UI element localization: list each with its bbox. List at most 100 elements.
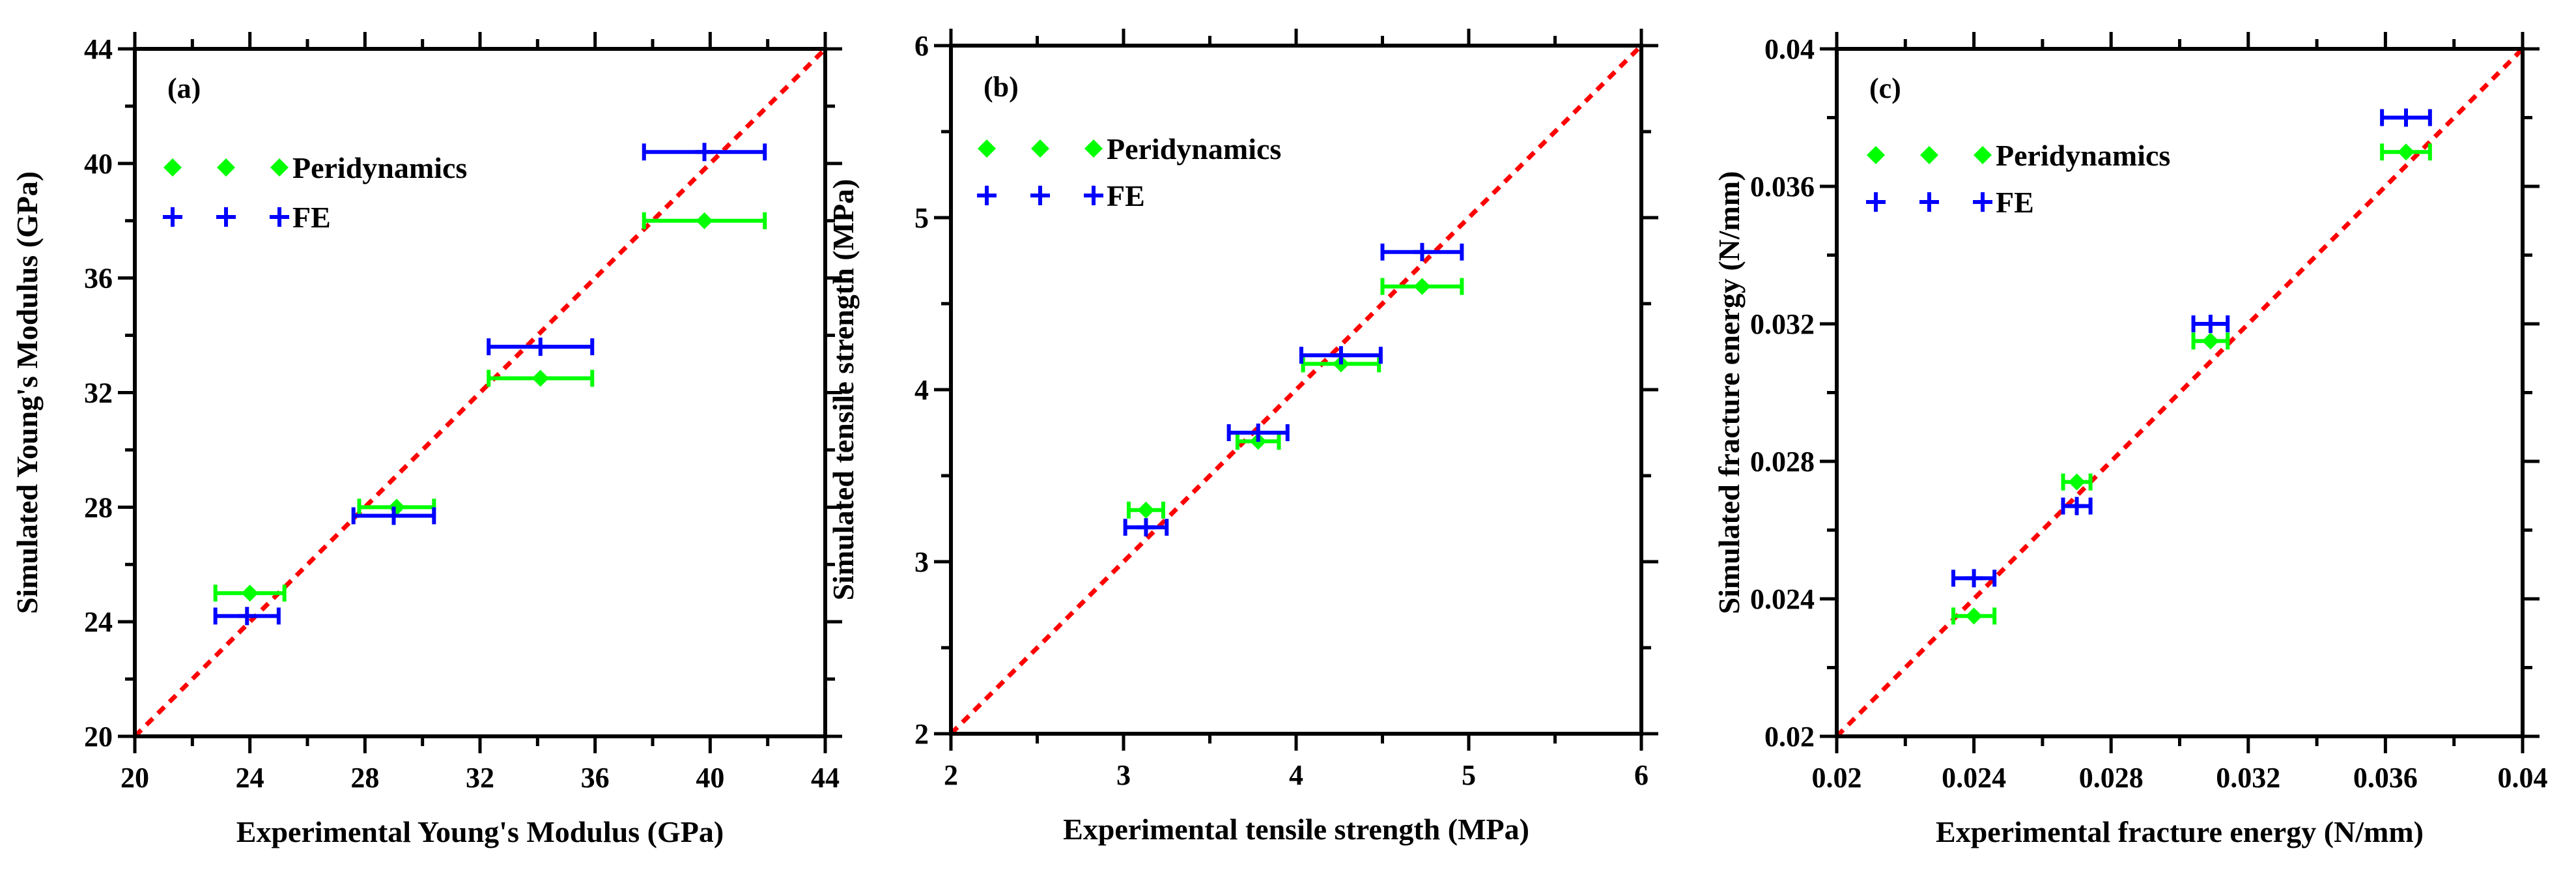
legend-plus-marker xyxy=(1919,192,1939,212)
y-tick-label: 28 xyxy=(84,491,113,523)
tick-marks xyxy=(1820,32,2540,753)
legend-plus-marker xyxy=(1084,186,1103,205)
legend-peridynamics-label: Peridynamics xyxy=(292,151,467,184)
x-tick-labels: 2 3 4 5 6 xyxy=(944,759,1649,791)
legend-diamond-marker xyxy=(1031,139,1049,158)
x-tick-label: 3 xyxy=(1116,759,1131,791)
y-tick-label: 0.02 xyxy=(1764,721,1815,753)
x-tick-label: 36 xyxy=(581,762,610,794)
peridynamics-point xyxy=(1965,607,1983,625)
data-marks xyxy=(1951,108,2432,625)
x-tick-label: 44 xyxy=(811,762,840,794)
legend-diamond-marker xyxy=(163,158,182,177)
y-axis-title: Simulated Young's Modulus (GPa) xyxy=(10,171,44,614)
legend-diamond-marker xyxy=(1974,146,1992,164)
y-tick-labels: 2 3 4 5 6 xyxy=(914,30,929,750)
y-axis-title: Simulated tensile strength (MPa) xyxy=(827,179,860,601)
legend-fe-symbols xyxy=(163,207,289,227)
legend: Peridynamics FE xyxy=(163,151,467,234)
legend-plus-marker xyxy=(1030,186,1050,205)
x-tick-label: 4 xyxy=(1289,759,1303,791)
x-tick-labels: 0.02 0.024 0.028 0.032 0.036 0.04 xyxy=(1812,762,2548,794)
peridynamics-point xyxy=(531,369,549,387)
y-tick-label: 44 xyxy=(84,33,113,65)
y-tick-labels: 0.02 0.024 0.028 0.032 0.036 0.04 xyxy=(1750,33,1815,753)
peridynamics-point xyxy=(2397,143,2414,161)
legend: Peridynamics FE xyxy=(1866,139,2170,219)
y-tick-label: 4 xyxy=(914,374,929,406)
legend: Peridynamics FE xyxy=(977,132,1281,212)
legend-fe-label: FE xyxy=(1996,186,2034,219)
x-tick-label: 2 xyxy=(944,759,958,791)
peridynamics-point xyxy=(1413,278,1431,295)
panel-label: (a) xyxy=(167,72,201,104)
y-tick-label: 24 xyxy=(84,606,113,638)
x-axis-title: Experimental tensile strength (MPa) xyxy=(1063,813,1529,846)
x-tick-label: 0.036 xyxy=(2353,762,2418,794)
plot-frame xyxy=(133,47,827,738)
peridynamics-point xyxy=(241,585,259,602)
y-tick-label: 40 xyxy=(84,148,113,180)
panel-a: 20 24 28 32 36 40 44 20 24 28 32 36 40 44 (a) Experi… xyxy=(10,32,842,848)
legend-plus-marker xyxy=(216,207,236,227)
legend-peridynamics-label: Peridynamics xyxy=(1996,139,2170,172)
fe-point xyxy=(2067,497,2086,515)
plot-frame xyxy=(949,44,1643,736)
ideal-fit-line xyxy=(949,44,1643,736)
y-tick-label: 20 xyxy=(84,721,113,753)
legend-diamond-marker xyxy=(1867,146,1885,164)
data-marks xyxy=(213,143,767,626)
y-tick-label: 5 xyxy=(914,202,929,234)
peridynamics-point xyxy=(1137,501,1155,519)
y-tick-label: 0.028 xyxy=(1750,446,1815,478)
y-tick-label: 2 xyxy=(914,718,929,750)
legend-diamond-marker xyxy=(1920,146,1938,164)
panel-label: (c) xyxy=(1869,72,1901,104)
x-tick-label: 32 xyxy=(466,762,494,794)
legend-plus-marker xyxy=(270,207,289,227)
tick-marks xyxy=(934,29,1658,751)
legend-peridynamics-label: Peridynamics xyxy=(1107,132,1281,166)
x-tick-label: 5 xyxy=(1462,759,1476,791)
fe-point xyxy=(238,607,257,626)
panel-c: 0.02 0.024 0.028 0.032 0.036 0.04 0.020.0240.… xyxy=(1712,32,2548,848)
peridynamics-point xyxy=(696,212,713,229)
x-axis-title: Experimental Young's Modulus (GPa) xyxy=(236,815,724,848)
y-tick-label: 32 xyxy=(84,377,113,409)
legend-peridynamics-symbols xyxy=(163,158,289,177)
legend-fe-symbols xyxy=(1866,192,1992,212)
fe-point xyxy=(695,143,714,162)
peridynamics-point xyxy=(2201,332,2219,350)
fe-point xyxy=(531,338,550,356)
data-marks xyxy=(1123,242,1464,537)
peridynamics-point xyxy=(388,498,405,516)
x-axis-title: Experimental fracture energy (N/mm) xyxy=(1936,815,2424,848)
x-tick-label: 24 xyxy=(236,762,264,794)
fe-point xyxy=(2201,315,2220,333)
legend-diamond-marker xyxy=(1084,139,1103,158)
fe-point xyxy=(1331,346,1350,365)
fe-point xyxy=(1964,569,1983,588)
legend-fe-symbols xyxy=(977,186,1103,205)
y-tick-label: 0.032 xyxy=(1750,308,1815,340)
fe-point xyxy=(384,506,403,525)
y-tick-labels: 20 24 28 32 36 40 44 xyxy=(84,33,113,753)
legend-diamond-marker xyxy=(978,139,996,158)
y-tick-label: 6 xyxy=(914,30,929,62)
legend-peridynamics-symbols xyxy=(978,139,1103,158)
legend-fe-label: FE xyxy=(1107,179,1145,212)
legend-fe-label: FE xyxy=(292,201,331,234)
y-tick-label: 0.04 xyxy=(1764,33,1815,65)
legend-diamond-marker xyxy=(217,158,235,177)
panel-label: (b) xyxy=(984,71,1019,103)
legend-plus-marker xyxy=(977,186,997,205)
legend-plus-marker xyxy=(1973,192,1992,212)
x-tick-label: 0.04 xyxy=(2498,762,2548,794)
legend-diamond-marker xyxy=(270,158,289,177)
x-tick-label: 28 xyxy=(350,762,379,794)
legend-plus-marker xyxy=(163,207,182,227)
y-tick-label: 3 xyxy=(914,546,929,578)
x-tick-label: 0.032 xyxy=(2216,762,2280,794)
